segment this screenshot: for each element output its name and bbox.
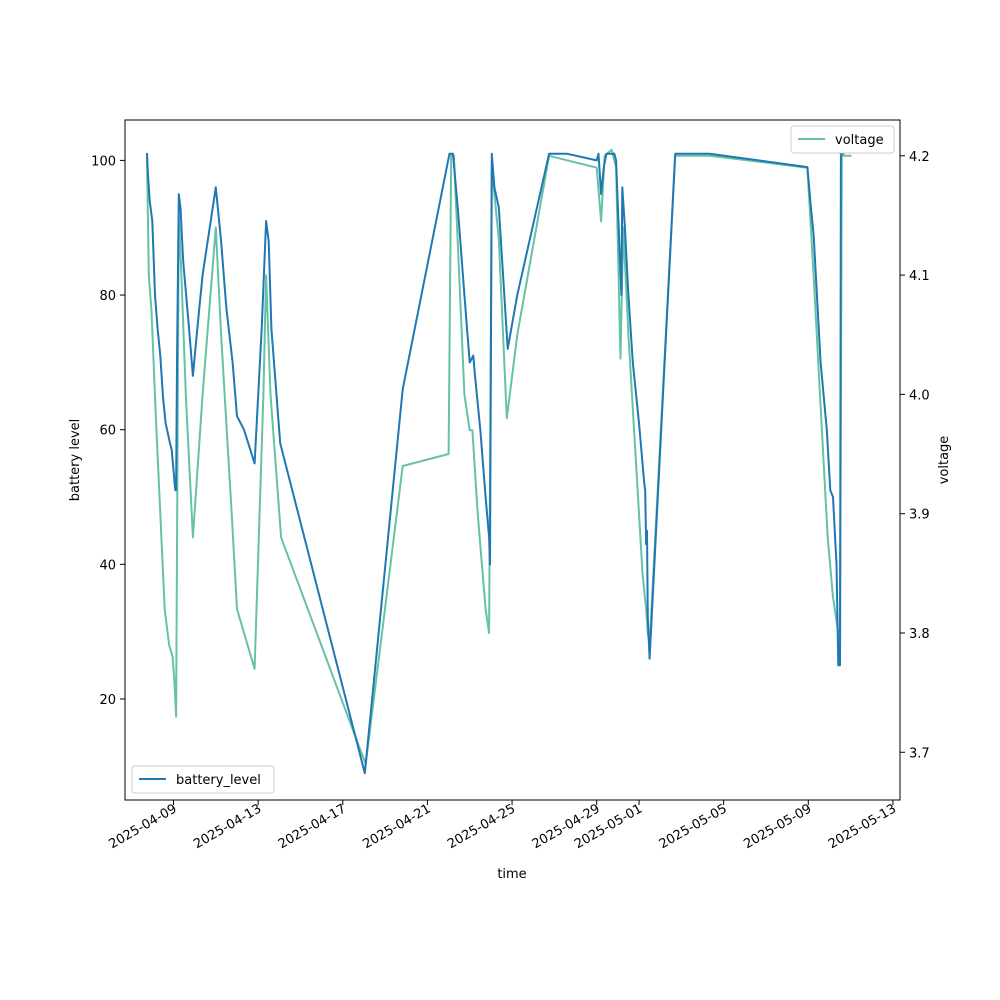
y-left-tick-label: 20 (99, 693, 116, 708)
y-left-tick-label: 100 (91, 154, 116, 169)
y-right-tick-label: 3.8 (909, 627, 930, 642)
legend-voltage: voltage (790, 125, 895, 154)
y-right-tick-label: 3.7 (909, 746, 930, 761)
series-line-battery-level (146, 152, 845, 775)
y-axis-right: 3.7 3.8 3.9 4.0 4.1 4.2 (900, 150, 930, 761)
y-axis-right-label: voltage (937, 436, 952, 485)
legend-battery-level: battery_level (131, 765, 275, 794)
y-axis-left-label: battery level (68, 419, 83, 502)
legend-label-battery-level: battery_level (176, 773, 261, 788)
y-left-tick-label: 40 (99, 558, 116, 573)
y-right-tick-label: 4.0 (909, 388, 930, 403)
legend-frame (131, 765, 275, 794)
legend-frame (790, 125, 895, 154)
legend-label-voltage: voltage (835, 133, 884, 148)
y-left-tick-label: 80 (99, 289, 116, 304)
y-right-tick-label: 3.9 (909, 508, 930, 523)
y-left-tick-label: 60 (99, 424, 116, 439)
y-axis-left: 20 40 60 80 100 (91, 154, 125, 708)
y-right-tick-label: 4.1 (909, 269, 930, 284)
y-right-tick-label: 4.2 (909, 150, 930, 165)
x-axis-label: time (497, 867, 526, 882)
series-layer (146, 148, 852, 775)
